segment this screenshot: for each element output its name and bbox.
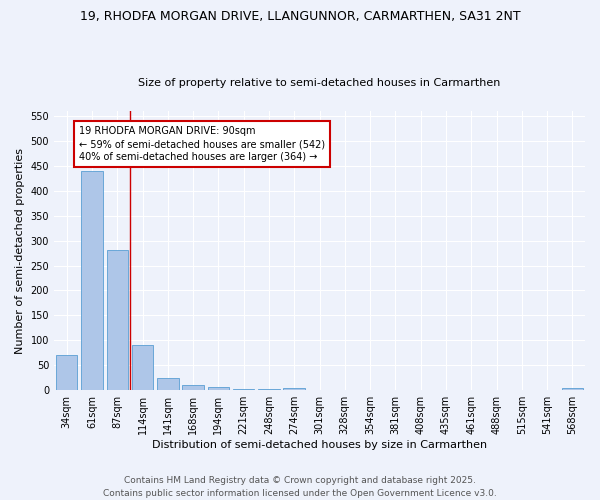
Text: Contains HM Land Registry data © Crown copyright and database right 2025.
Contai: Contains HM Land Registry data © Crown c… (103, 476, 497, 498)
Bar (107, 250, 128, 390)
Text: 19 RHODFA MORGAN DRIVE: 90sqm
← 59% of semi-detached houses are smaller (542)
40: 19 RHODFA MORGAN DRIVE: 90sqm ← 59% of s… (79, 126, 325, 162)
Y-axis label: Number of semi-detached properties: Number of semi-detached properties (15, 148, 25, 354)
Bar (157, 378, 179, 390)
Bar (562, 388, 583, 390)
X-axis label: Distribution of semi-detached houses by size in Carmarthen: Distribution of semi-detached houses by … (152, 440, 487, 450)
Bar (283, 388, 305, 390)
Bar (81, 171, 103, 390)
Title: Size of property relative to semi-detached houses in Carmarthen: Size of property relative to semi-detach… (139, 78, 501, 88)
Bar (208, 387, 229, 390)
Bar (258, 389, 280, 390)
Bar (132, 346, 153, 390)
Bar (56, 356, 77, 390)
Bar (182, 384, 204, 390)
Bar (233, 389, 254, 390)
Text: 19, RHODFA MORGAN DRIVE, LLANGUNNOR, CARMARTHEN, SA31 2NT: 19, RHODFA MORGAN DRIVE, LLANGUNNOR, CAR… (80, 10, 520, 23)
